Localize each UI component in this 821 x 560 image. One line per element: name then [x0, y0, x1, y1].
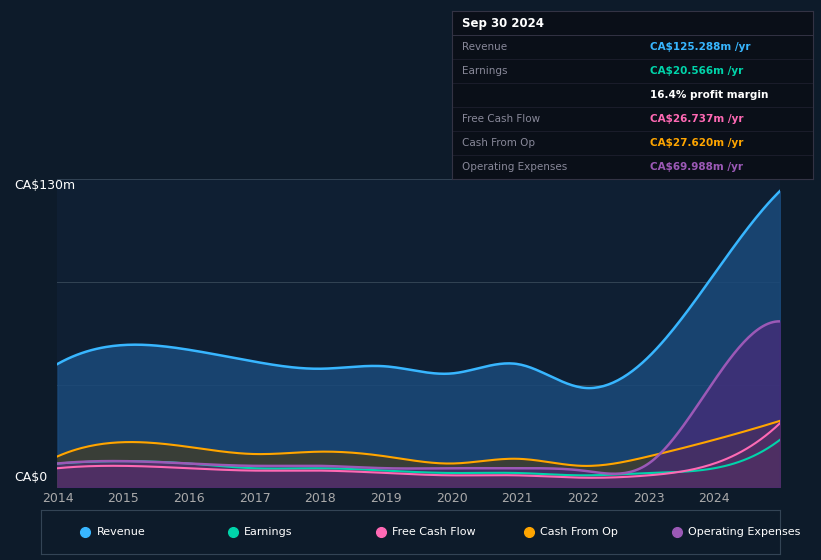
Text: CA$20.566m /yr: CA$20.566m /yr — [650, 66, 744, 76]
Text: CA$69.988m /yr: CA$69.988m /yr — [650, 162, 743, 172]
Text: Revenue: Revenue — [97, 527, 145, 537]
Text: Operating Expenses: Operating Expenses — [462, 162, 567, 172]
Text: CA$125.288m /yr: CA$125.288m /yr — [650, 42, 750, 52]
Text: CA$130m: CA$130m — [14, 179, 76, 192]
Text: Free Cash Flow: Free Cash Flow — [462, 114, 540, 124]
Text: Cash From Op: Cash From Op — [462, 138, 535, 148]
Text: Revenue: Revenue — [462, 42, 507, 52]
Text: CA$26.737m /yr: CA$26.737m /yr — [650, 114, 744, 124]
Text: Free Cash Flow: Free Cash Flow — [392, 527, 475, 537]
Text: Operating Expenses: Operating Expenses — [688, 527, 800, 537]
Text: Sep 30 2024: Sep 30 2024 — [462, 17, 544, 30]
Text: 16.4% profit margin: 16.4% profit margin — [650, 90, 768, 100]
Text: Cash From Op: Cash From Op — [540, 527, 617, 537]
Text: CA$0: CA$0 — [14, 471, 48, 484]
Text: Earnings: Earnings — [462, 66, 508, 76]
Text: CA$27.620m /yr: CA$27.620m /yr — [650, 138, 744, 148]
Text: Earnings: Earnings — [245, 527, 293, 537]
